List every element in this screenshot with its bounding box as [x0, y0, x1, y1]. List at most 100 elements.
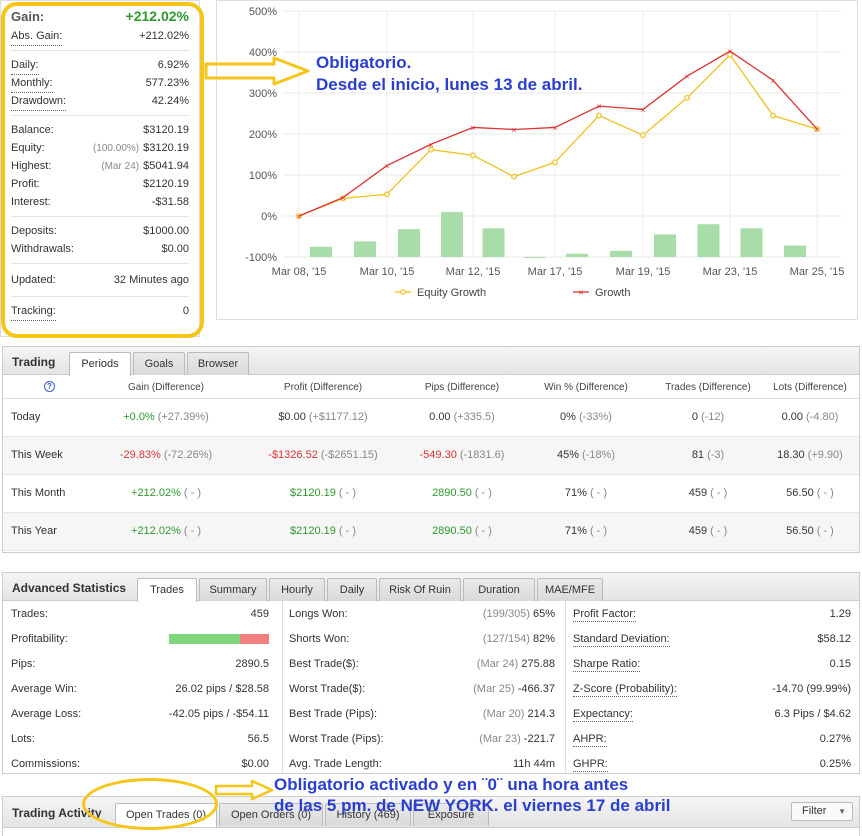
interest-label: Interest:	[11, 196, 51, 208]
gain-value: +212.02%	[125, 8, 189, 24]
stat-row: Profit Factor: 1.29	[573, 602, 851, 627]
volume-bar	[566, 253, 588, 257]
interest-row: Interest: -$31.58	[11, 193, 189, 211]
tracking-label[interactable]: Tracking:	[11, 302, 56, 321]
tab-summary[interactable]: Summary	[199, 578, 267, 601]
period-label: This Month	[11, 487, 66, 499]
tab-risk-of-ruin[interactable]: Risk Of Ruin	[379, 578, 461, 601]
stat-label[interactable]: Sharpe Ratio:	[573, 658, 641, 672]
stat-value: 275.88	[521, 658, 555, 670]
stat-value: 2890.5	[235, 658, 269, 670]
stat-value-group: 11h 44m	[513, 752, 555, 777]
cell-pips: 2890.50( - )	[407, 487, 517, 499]
drawdown-row: Drawdown: 42.24%	[11, 92, 189, 111]
filter-dropdown[interactable]: Filter ▼	[791, 802, 853, 821]
stat-row: Expectancy: 6.3 Pips / $4.62	[573, 702, 851, 727]
tab-browser[interactable]: Browser	[187, 352, 249, 375]
data-point	[511, 173, 517, 180]
cell-value: 459	[688, 487, 708, 499]
profit-value: $2120.19	[143, 178, 189, 190]
stat-label[interactable]: Standard Deviation:	[573, 633, 670, 647]
stat-label[interactable]: Expectancy:	[573, 708, 633, 722]
stat-row: Z-Score (Probability): -14.70 (99.99%)	[573, 677, 851, 702]
tab-duration[interactable]: Duration	[463, 578, 535, 601]
table-row: This Week -29.83% (-72.26%) -$1326.52 (-$265…	[3, 437, 859, 475]
cell-trades: 459( - )	[653, 487, 763, 499]
tab-exposure[interactable]: Exposure	[413, 803, 489, 826]
stat-value: -14.70 (99.99%)	[772, 683, 851, 695]
drawdown-label[interactable]: Drawdown:	[11, 92, 67, 111]
stat-row: Trades: 459	[11, 602, 269, 627]
cell-win: 0% (-33%)	[531, 411, 641, 423]
data-point	[727, 51, 733, 58]
stat-label[interactable]: Profit Factor:	[573, 608, 636, 622]
monthly-label[interactable]: Monthly:	[11, 74, 53, 93]
tab-periods[interactable]: Periods	[69, 352, 131, 376]
withdrawals-label: Withdrawals:	[11, 243, 74, 255]
stat-value-group: (Mar 24) 275.88	[477, 652, 555, 677]
withdrawals-row: Withdrawals: $0.00	[11, 240, 189, 258]
data-point: ×	[552, 123, 557, 133]
cell-value: +212.02%	[131, 525, 181, 537]
tab-open-trades[interactable]: Open Trades (0)	[115, 803, 217, 827]
cell-trades: 0 (-12)	[653, 411, 763, 423]
stat-row: GHPR: 0.25%	[573, 752, 851, 777]
cell-difference: (+$1177.12)	[308, 411, 368, 423]
cell-value: -29.83%	[119, 449, 161, 461]
cell-difference: (-4.80)	[806, 411, 839, 423]
tab-open-orders[interactable]: Open Orders (0)	[219, 803, 323, 826]
stat-label: Longs Won:	[289, 608, 348, 620]
stat-value-group: 26.02 pips / $28.58	[175, 677, 269, 702]
stat-value: $0.00	[241, 758, 269, 770]
data-point	[552, 159, 558, 166]
stat-label: Worst Trade (Pips):	[289, 733, 384, 745]
tab-mae-mfe[interactable]: MAE/MFE	[537, 578, 603, 601]
column-header-gain: Gain (Difference)	[128, 382, 204, 393]
daily-row: Daily: 6.92%	[11, 56, 189, 75]
data-point	[384, 191, 390, 198]
data-point: ×	[596, 102, 601, 112]
tab-history[interactable]: History (469)	[325, 803, 411, 826]
cell-pips: 2890.50( - )	[407, 525, 517, 537]
stat-value: 56.5	[247, 733, 269, 745]
y-tick-label: 200%	[249, 129, 277, 141]
cell-value: 71%	[564, 487, 587, 499]
cell-difference: ( - )	[710, 525, 728, 537]
help-icon[interactable]: ?	[44, 381, 55, 392]
highest-date: (Mar 24)	[101, 161, 140, 172]
stat-row: Worst Trade (Pips): (Mar 23) -221.7	[289, 727, 555, 752]
annotation-bottom: Obligatorio activado y en ¨0¨ una hora a…	[274, 774, 671, 816]
growth-chart-card: 500% 400% 300% 200% 100% 0% -100% Mar 08, '15 Ma…	[216, 0, 858, 320]
trading-panel: Trading Periods Goals Browser ? Gain (Di…	[2, 346, 860, 553]
abs-gain-label[interactable]: Abs. Gain:	[11, 27, 63, 46]
legend-marker	[400, 289, 406, 295]
stat-label: Shorts Won:	[289, 633, 350, 645]
x-tick-label: Mar 25, '15	[790, 266, 845, 278]
stat-label[interactable]: AHPR:	[573, 733, 607, 747]
daily-label[interactable]: Daily:	[11, 56, 39, 75]
stat-row: Best Trade (Pips): (Mar 20) 214.3	[289, 702, 555, 727]
tab-daily[interactable]: Daily	[327, 578, 377, 601]
cell-trades: 81 (-3)	[653, 449, 763, 461]
data-point: ×	[384, 161, 389, 171]
tab-goals[interactable]: Goals	[133, 352, 185, 375]
cell-difference: ( - )	[338, 525, 356, 537]
highest-label: Highest:	[11, 160, 52, 172]
cell-difference: (-$2651.15)	[320, 449, 378, 461]
tab-hourly[interactable]: Hourly	[269, 578, 325, 601]
tab-trades[interactable]: Trades	[137, 578, 197, 602]
stat-sub: (199/305)	[482, 608, 530, 620]
stat-value: 459	[250, 608, 269, 620]
stat-label[interactable]: Z-Score (Probability):	[573, 683, 677, 697]
stat-row: Avg. Trade Length: 11h 44m	[289, 752, 555, 777]
legend-label: Growth	[595, 287, 630, 299]
stat-value-group: 0.15	[830, 652, 851, 677]
divider	[11, 296, 189, 297]
stat-label[interactable]: GHPR:	[573, 758, 608, 772]
cell-value: 0%	[560, 411, 576, 423]
data-point: ×	[511, 125, 516, 135]
stat-value-group: (199/305) 65%	[483, 602, 555, 627]
stat-value: 0.25%	[819, 758, 851, 770]
cell-value: 56.50	[786, 525, 814, 537]
profit-row: Profit: $2120.19	[11, 175, 189, 193]
